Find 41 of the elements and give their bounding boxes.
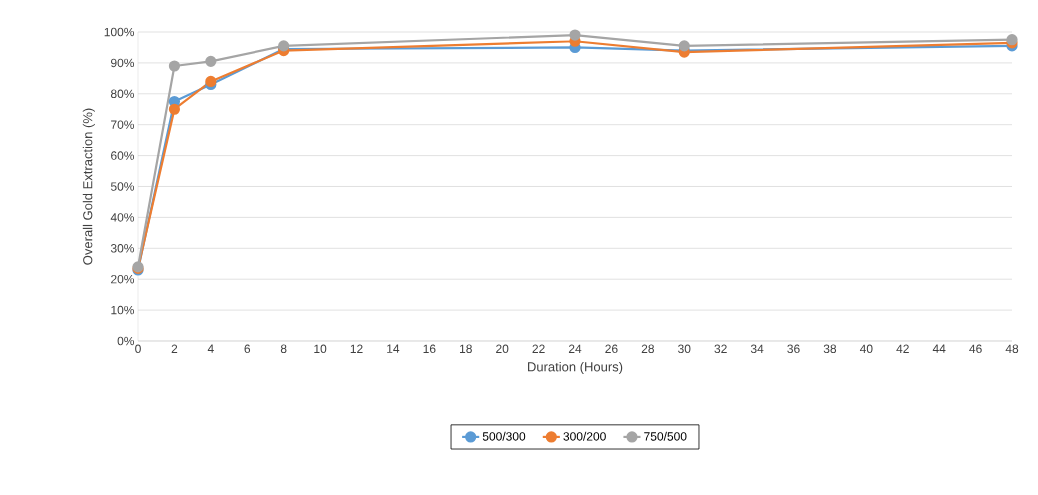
x-tick-label: 2 bbox=[171, 344, 178, 353]
y-tick-label: 90% bbox=[111, 58, 135, 68]
x-axis-title: Duration (Hours) bbox=[528, 361, 623, 375]
x-tick-label: 30 bbox=[678, 344, 691, 354]
x-tick-label: 20 bbox=[496, 344, 509, 354]
x-tick-label: 44 bbox=[932, 344, 946, 353]
legend-label: 750/500 bbox=[644, 431, 687, 441]
x-tick-label: 28 bbox=[641, 344, 654, 354]
y-tick-label: 50% bbox=[110, 182, 135, 191]
x-tick-label: 32 bbox=[714, 344, 727, 354]
y-axis-title: Overall Gold Extraction (%) bbox=[82, 108, 95, 265]
x-tick-label: 48 bbox=[1005, 344, 1019, 354]
y-tick-label: 80% bbox=[110, 89, 135, 99]
x-tick-label: 4 bbox=[207, 344, 214, 353]
x-tick-label: 12 bbox=[350, 344, 363, 353]
y-tick-label: 100% bbox=[104, 27, 135, 37]
x-tick-label: 14 bbox=[387, 344, 400, 353]
x-tick-label: 36 bbox=[787, 344, 800, 354]
x-tick-label: 38 bbox=[823, 344, 837, 354]
y-tick-label: 20% bbox=[111, 274, 135, 284]
y-tick-label: 40% bbox=[110, 213, 135, 222]
x-tick-label: 8 bbox=[280, 344, 287, 354]
x-tick-label: 34 bbox=[750, 344, 764, 354]
x-tick-label: 40 bbox=[859, 344, 873, 354]
x-tick-label: 0 bbox=[135, 344, 141, 354]
y-tick-label: 70% bbox=[111, 120, 135, 129]
x-tick-label: 26 bbox=[605, 344, 618, 354]
y-tick-label: 30% bbox=[110, 244, 135, 253]
x-tick-label: 24 bbox=[568, 344, 582, 353]
x-tick-label: 10 bbox=[314, 344, 327, 354]
x-tick-label: 16 bbox=[423, 344, 436, 354]
x-tick-label: 46 bbox=[969, 344, 982, 354]
y-tick-label: 10% bbox=[111, 305, 135, 315]
x-tick-label: 42 bbox=[896, 344, 909, 353]
x-tick-label: 18 bbox=[459, 344, 472, 354]
x-tick-label: 22 bbox=[532, 344, 545, 353]
legend-label: 500/300 bbox=[482, 431, 526, 441]
x-tick-label: 6 bbox=[244, 344, 251, 354]
legend-label: 300/200 bbox=[563, 431, 606, 441]
y-tick-label: 0% bbox=[117, 336, 135, 346]
y-tick-label: 60% bbox=[111, 151, 135, 160]
